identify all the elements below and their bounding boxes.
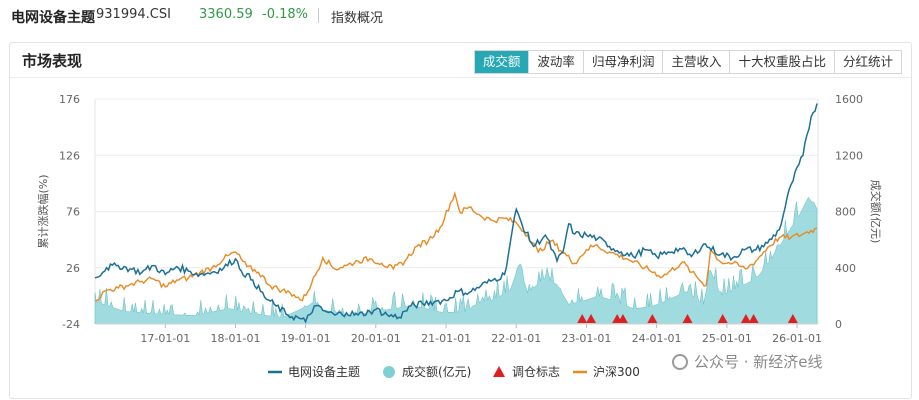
y-left-tick: 26: [66, 262, 80, 275]
rebalance-marker: [740, 314, 751, 323]
legend-swatch: [493, 366, 505, 377]
x-tick-label: 20-01-01: [351, 332, 401, 345]
rebalance-marker: [586, 314, 597, 323]
rebalance-marker: [748, 314, 759, 323]
tab-top10-weight[interactable]: 十大权重股占比: [729, 51, 834, 73]
index-line: [94, 103, 818, 324]
y-left-tick: 126: [59, 149, 80, 162]
y-right-tick: 800: [835, 206, 856, 219]
tab-turnover[interactable]: 成交额: [474, 51, 529, 73]
x-tick-label: 22-01-01: [491, 332, 541, 345]
x-tick-label: 21-01-01: [421, 332, 471, 345]
x-tick-label: 25-01-01: [702, 332, 752, 345]
legend-label: 沪深300: [593, 365, 640, 379]
x-tick-label: 23-01-01: [561, 332, 611, 345]
metric-tabs: 成交额 波动率 归母净利润 主营收入 十大权重股占比 分红统计: [473, 50, 902, 74]
index-name: 电网设备主题: [11, 10, 95, 26]
panel-divider: [10, 77, 911, 78]
index-change: -0.18%: [262, 7, 308, 22]
legend-swatch: [383, 366, 395, 378]
panel-title: 市场表现: [22, 52, 83, 70]
turnover-area: [94, 196, 818, 325]
y-left-tick: 176: [59, 93, 80, 106]
y-right-tick: 1200: [835, 149, 863, 162]
rebalance-marker: [617, 314, 628, 323]
legend-label: 电网设备主题: [288, 365, 360, 379]
rebalance-marker: [787, 314, 798, 323]
legend-label: 调仓标志: [512, 365, 560, 379]
index-header: 电网设备主题 931994.CSI 3360.59 -0.18% 指数概况: [0, 0, 919, 32]
legend-label: 成交额(亿元): [402, 364, 471, 379]
y-right-tick: 400: [835, 262, 856, 275]
hs300-line: [94, 191, 817, 302]
watermark: 公众号 · 新经济e线: [672, 351, 823, 372]
tab-volatility[interactable]: 波动率: [528, 51, 583, 73]
tab-net-profit[interactable]: 归母净利润: [582, 51, 663, 73]
x-tick-label: 17-01-01: [140, 332, 190, 345]
y-left-tick: 76: [66, 206, 80, 219]
x-tick-label: 18-01-01: [211, 332, 261, 345]
y-left-label: 累计涨跌幅(%): [36, 174, 50, 248]
rebalance-marker: [717, 314, 728, 323]
index-overview-link[interactable]: 指数概况: [331, 11, 384, 26]
x-tick-label: 19-01-01: [281, 332, 331, 345]
y-right-tick: 1600: [835, 93, 863, 106]
wechat-icon: [672, 354, 688, 370]
x-tick-label: 24-01-01: [632, 332, 682, 345]
header-divider: [318, 8, 319, 23]
tab-dividend[interactable]: 分红统计: [833, 51, 901, 73]
y-left-tick: -24: [62, 318, 80, 331]
index-price: 3360.59: [199, 7, 253, 22]
y-right-label: 成交额(亿元): [869, 180, 883, 244]
tab-revenue[interactable]: 主营收入: [662, 51, 729, 73]
watermark-text: 公众号 · 新经济e线: [694, 353, 823, 371]
rebalance-marker: [647, 314, 658, 323]
x-tick-label: 26-01-01: [772, 332, 822, 345]
y-right-tick: 0: [835, 318, 842, 331]
market-performance-panel: 市场表现 成交额 波动率 归母净利润 主营收入 十大权重股占比 分红统计: [9, 42, 912, 399]
rebalance-marker: [682, 314, 693, 323]
index-code: 931994.CSI: [96, 7, 171, 22]
rebalance-marker: [577, 314, 588, 323]
